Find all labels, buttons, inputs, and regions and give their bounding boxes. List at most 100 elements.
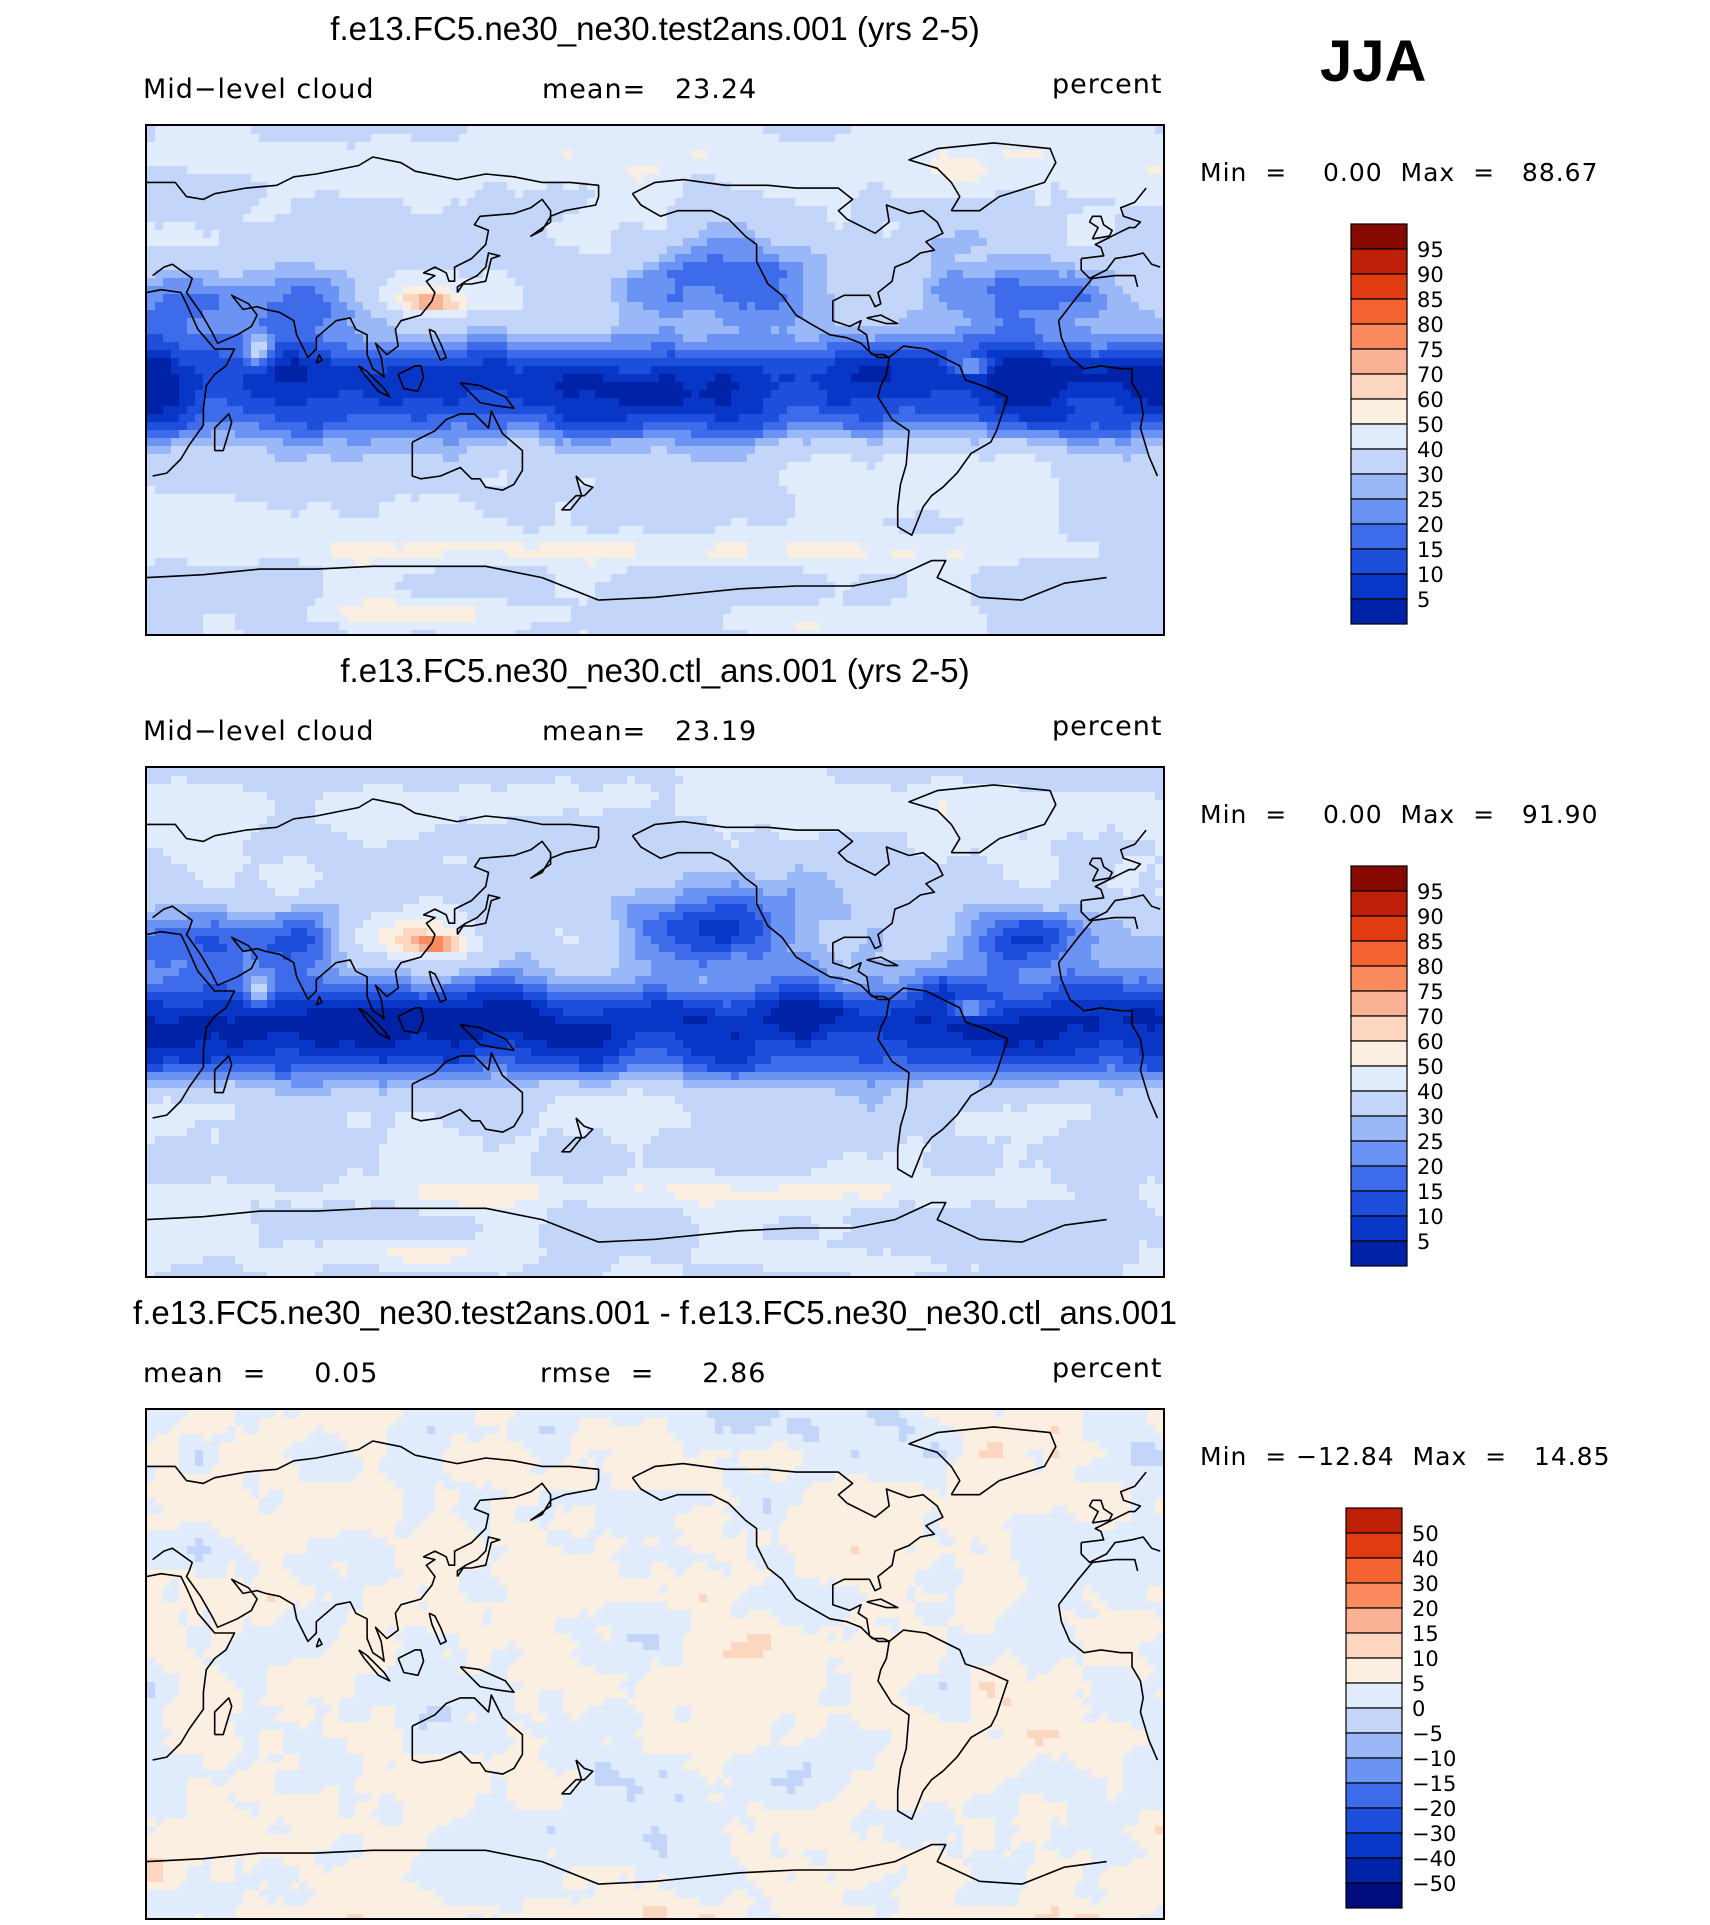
coastline: [459, 382, 515, 409]
colorbar-tick-label: 5: [1417, 1230, 1430, 1254]
contour-field: [147, 1410, 1163, 1918]
coastline: [411, 410, 524, 491]
field-label: Mid−level cloud: [143, 74, 374, 105]
colorbar: 95 90 85 80 75 70 60 50 40 30 25 20 15 10 5: [1345, 864, 1525, 1269]
coastline: [315, 995, 323, 1006]
colorbar-box: [1345, 1782, 1403, 1809]
colorbar-box: [1345, 1857, 1403, 1884]
colorbar-box: [1350, 448, 1408, 475]
coastline: [358, 1649, 391, 1682]
colorbar-tick-label: −20: [1412, 1797, 1456, 1821]
coastline: [877, 345, 1009, 536]
colorbar-box: [1345, 1557, 1403, 1584]
colorbar-tick-label: −30: [1412, 1822, 1456, 1846]
coastline: [561, 1117, 594, 1153]
colorbar-tick-label: 85: [1417, 288, 1444, 312]
coastline: [358, 365, 391, 398]
colorbar-box: [1350, 1115, 1408, 1142]
mean-label: mean= 23.24: [542, 74, 757, 105]
coastline: [147, 559, 1107, 601]
field-label: Mid−level cloud: [143, 716, 374, 747]
colorbar-tick-label: 85: [1417, 930, 1444, 954]
colorbar-box: [1345, 1532, 1403, 1559]
colorbar-tick-label: 10: [1417, 1205, 1444, 1229]
colorbar-box: [1350, 1215, 1408, 1242]
coastline: [908, 142, 1057, 212]
coastline: [866, 1598, 899, 1609]
colorbar-tick-label: 40: [1417, 1080, 1444, 1104]
colorbar-box: [1345, 1582, 1403, 1609]
colorbar-box: [1350, 1190, 1408, 1217]
colorbar-tick-label: 95: [1417, 238, 1444, 262]
coastline: [147, 1843, 1107, 1885]
colorbar-box: [1350, 865, 1408, 892]
coastline: [428, 970, 447, 1003]
panel-title: f.e13.FC5.ne30_ne30.test2ans.001 - f.e13…: [0, 1294, 1310, 1332]
panel-title: f.e13.FC5.ne30_ne30.ctl_ans.001 (yrs 2-5…: [0, 652, 1310, 690]
colorbar-tick-label: 5: [1417, 588, 1430, 612]
colorbar-box: [1350, 890, 1408, 917]
colorbar-box: [1350, 273, 1408, 300]
colorbar-box: [1350, 298, 1408, 325]
colorbar-tick-label: 30: [1417, 1105, 1444, 1129]
coastline: [397, 365, 425, 393]
coastline: [908, 784, 1057, 854]
colorbar-box: [1350, 1015, 1408, 1042]
colorbar-tick-label: 25: [1417, 488, 1444, 512]
coastline: [428, 328, 447, 361]
colorbar-tick-label: 25: [1417, 1130, 1444, 1154]
map-panel-test: [145, 124, 1165, 636]
map-panel-control: [145, 766, 1165, 1278]
colorbar-box: [1345, 1707, 1403, 1734]
colorbar-box: [1350, 1065, 1408, 1092]
colorbar-box: [1350, 223, 1408, 250]
coastlines: [147, 784, 1161, 1243]
min-max-label: Min = 0.00 Max = 88.67: [1200, 158, 1598, 187]
rmse-label: rmse = 2.86: [540, 1358, 766, 1389]
coastline: [147, 156, 1161, 378]
contour-field: [147, 768, 1163, 1276]
colorbar-tick-label: 75: [1417, 980, 1444, 1004]
colorbar-tick-label: 50: [1417, 1055, 1444, 1079]
colorbar-box: [1345, 1832, 1403, 1859]
colorbar-tick-label: 40: [1417, 438, 1444, 462]
colorbar-box: [1350, 423, 1408, 450]
colorbar: 50 40 30 20 15 10 5 0 −5 −10 −15 −20 −30 −40 −50: [1340, 1506, 1525, 1911]
colorbar-box: [1350, 548, 1408, 575]
colorbar-box: [1350, 248, 1408, 275]
colorbar-box: [1345, 1807, 1403, 1834]
coastline: [1088, 215, 1113, 240]
units-label: percent: [1052, 1353, 1162, 1384]
colorbar-box: [1350, 398, 1408, 425]
colorbar-tick-label: 20: [1417, 1155, 1444, 1179]
coastline: [315, 353, 323, 364]
coastlines: [147, 1426, 1161, 1885]
colorbar-box: [1345, 1607, 1403, 1634]
colorbar-box: [1350, 373, 1408, 400]
colorbar: 95 90 85 80 75 70 60 50 40 30 25 20 15 10 5: [1345, 222, 1525, 627]
coastline: [147, 1201, 1107, 1243]
colorbar-tick-label: 90: [1417, 263, 1444, 287]
colorbar-box: [1350, 473, 1408, 500]
coastline: [1088, 1499, 1113, 1524]
colorbar-tick-label: 30: [1412, 1572, 1439, 1596]
panel-title: f.e13.FC5.ne30_ne30.test2ans.001 (yrs 2-…: [0, 10, 1310, 48]
colorbar-tick-label: 30: [1417, 463, 1444, 487]
coastline: [866, 314, 899, 325]
colorbar-box: [1350, 1240, 1408, 1267]
colorbar-tick-label: 15: [1417, 538, 1444, 562]
coastline: [631, 178, 944, 359]
coastline: [411, 1052, 524, 1133]
coastline: [877, 987, 1009, 1178]
colorbar-tick-label: −15: [1412, 1772, 1456, 1796]
colorbar-box: [1350, 1140, 1408, 1167]
contour-field: [147, 126, 1163, 634]
mean-label: mean = 0.05: [143, 1358, 378, 1389]
colorbar-tick-label: 95: [1417, 880, 1444, 904]
colorbar-box: [1350, 1090, 1408, 1117]
colorbar-tick-label: 90: [1417, 905, 1444, 929]
coastline: [397, 1649, 425, 1677]
coastline: [456, 252, 501, 293]
coastline: [428, 1612, 447, 1645]
coastline: [866, 956, 899, 967]
